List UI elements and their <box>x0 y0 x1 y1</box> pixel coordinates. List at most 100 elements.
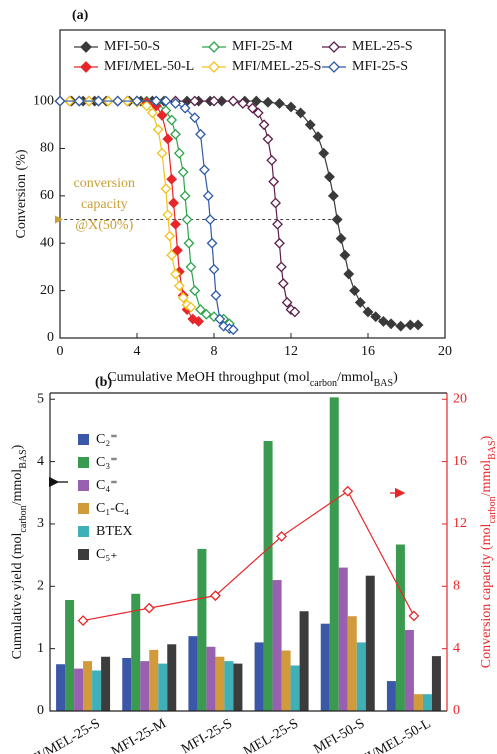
legend-label: MFI/MEL-50-L <box>104 59 194 74</box>
legend-swatch <box>78 503 89 514</box>
data-point <box>237 98 249 109</box>
bar <box>101 656 111 711</box>
data-point <box>362 306 374 318</box>
data-point <box>73 95 85 107</box>
x-tick-label: 12 <box>284 344 298 359</box>
data-point <box>272 218 283 230</box>
data-point <box>349 285 360 297</box>
x-tick-label: MFI-25-S <box>179 716 235 754</box>
data-point <box>335 233 347 244</box>
series-line <box>60 100 419 327</box>
bar <box>158 663 168 711</box>
bar <box>299 611 309 711</box>
data-point <box>276 530 288 542</box>
data-point <box>54 95 66 107</box>
legend-marker <box>208 61 220 73</box>
legend-label: MFI-25-S <box>352 59 408 74</box>
y2-tick-label: 8 <box>453 579 460 594</box>
data-point <box>262 133 274 145</box>
data-point <box>185 301 197 313</box>
legend-marker <box>80 61 92 73</box>
y2-axis-label-part: carbon <box>487 496 497 523</box>
data-point <box>295 107 307 119</box>
bar <box>233 663 243 711</box>
x-tick-label: 20 <box>438 344 452 359</box>
data-point <box>162 209 174 221</box>
data-point <box>262 96 274 108</box>
data-point <box>177 166 189 178</box>
legend-swatch <box>78 434 89 445</box>
data-point <box>277 278 289 289</box>
legend-marker <box>328 41 340 53</box>
bar <box>131 593 141 711</box>
bar <box>188 636 198 711</box>
data-point <box>210 289 222 301</box>
data-point <box>143 602 155 614</box>
data-point <box>395 320 407 332</box>
data-point <box>354 297 366 308</box>
y2-tick-label: 20 <box>453 391 467 406</box>
data-point <box>342 485 354 497</box>
y-axis-label-part: BAS <box>18 449 29 468</box>
legend-label: BTEX <box>96 524 133 539</box>
data-point <box>270 197 282 209</box>
data-point <box>208 263 220 275</box>
x-tick-label: 4 <box>134 344 141 359</box>
data-point <box>385 318 397 330</box>
data-point <box>170 218 181 230</box>
data-point <box>206 237 218 249</box>
annotation: conversion <box>74 176 135 191</box>
y-tick-label: 3 <box>37 516 44 531</box>
data-point <box>177 292 189 304</box>
legend-swatch <box>78 457 89 468</box>
bar <box>272 580 282 711</box>
legend-marker <box>80 41 92 53</box>
legend-marker <box>208 41 220 53</box>
plot-frame <box>59 29 446 339</box>
y-tick-label: 2 <box>37 579 44 594</box>
data-point <box>227 95 239 107</box>
data-point <box>164 230 176 242</box>
y-tick-label: 40 <box>40 235 54 250</box>
y-axis-label-part: Cumulative yield (mol <box>10 532 25 659</box>
data-point <box>204 214 216 225</box>
legend-label: C₃⁼ <box>96 455 118 470</box>
data-point <box>312 131 324 143</box>
data-point <box>185 261 197 273</box>
data-point <box>131 95 143 107</box>
legend-label: MEL-25-S <box>352 39 413 54</box>
y2-axis-label-part: Conversion capacity (mol <box>479 524 494 669</box>
y-tick-label: 1 <box>37 641 44 656</box>
bar <box>290 665 300 711</box>
x-tick-label: 8 <box>211 344 218 359</box>
y-tick-label: 0 <box>47 330 54 345</box>
bar <box>413 694 423 711</box>
y2-axis-label-part: BAS <box>487 440 497 459</box>
bar <box>92 670 102 711</box>
y-tick-label: 80 <box>40 141 54 156</box>
bar <box>149 649 159 711</box>
bar <box>347 616 357 711</box>
x-tick-label: MFI-25-M <box>109 716 170 754</box>
data-point <box>77 615 89 627</box>
data-point <box>247 102 258 114</box>
bar <box>422 694 432 711</box>
data-point <box>173 280 185 292</box>
legend-label: C₁-C₄ <box>96 501 129 516</box>
data-point <box>343 268 355 280</box>
data-point <box>214 313 226 325</box>
x-tick-label: MFI-50-S <box>311 716 367 754</box>
series-line <box>60 100 234 331</box>
data-point <box>331 214 343 225</box>
bar <box>56 664 66 711</box>
data-point <box>318 147 330 159</box>
data-point <box>339 249 351 261</box>
x-axis-label: Cumulative MeOH throughput (molcarbon/mm… <box>107 370 398 389</box>
legend-swatch <box>78 526 89 537</box>
data-point <box>258 119 270 131</box>
data-point <box>412 319 424 331</box>
bar <box>386 681 396 711</box>
bar <box>395 544 405 711</box>
data-point <box>404 319 416 331</box>
legend-label: C₅₊ <box>96 547 118 562</box>
